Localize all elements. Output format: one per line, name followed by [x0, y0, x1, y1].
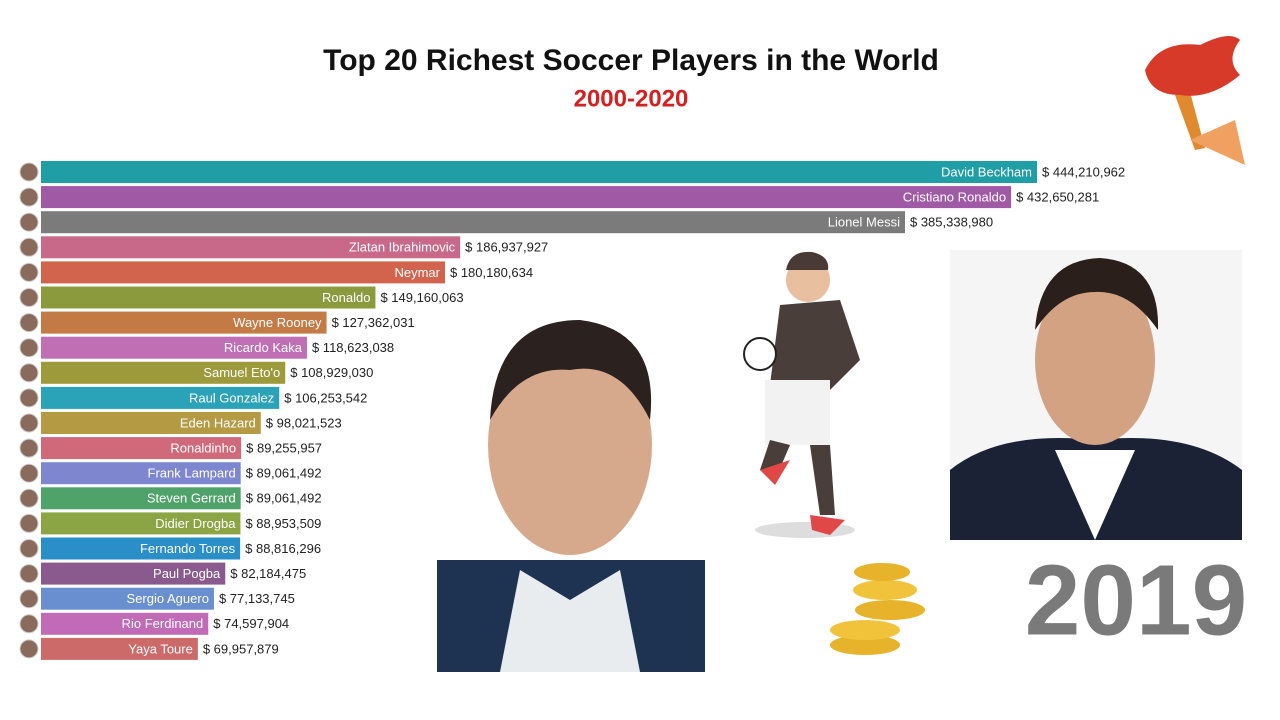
player-avatar — [19, 162, 39, 182]
value-label: $ 88,953,509 — [245, 516, 321, 531]
value-label: $ 74,597,904 — [213, 616, 289, 631]
value-label: $ 385,338,980 — [910, 215, 993, 230]
bar-name-label: Didier Drogba — [155, 516, 236, 531]
bar-name-label: Neymar — [394, 265, 440, 280]
bar — [41, 562, 226, 585]
value-label: $ 82,184,475 — [230, 566, 306, 581]
bar-name-label: Yaya Toure — [128, 641, 193, 656]
bar-name-label: Eden Hazard — [180, 415, 256, 430]
player-avatar — [19, 237, 39, 257]
value-label: $ 186,937,927 — [465, 240, 548, 255]
value-label: $ 89,255,957 — [246, 441, 322, 456]
player-avatar — [19, 438, 39, 458]
chart-title: Top 20 Richest Soccer Players in the Wor… — [323, 44, 939, 77]
value-label: $ 69,957,879 — [203, 641, 279, 656]
bar-name-label: Samuel Eto'o — [203, 365, 280, 380]
value-label: $ 77,133,745 — [219, 591, 295, 606]
coins-icon — [830, 563, 925, 655]
player-avatar — [19, 262, 39, 282]
player-avatar — [19, 338, 39, 358]
bar — [41, 286, 376, 309]
bar — [41, 186, 1012, 209]
bar-name-label: Frank Lampard — [148, 466, 236, 481]
player-avatar — [19, 589, 39, 609]
player-avatar — [19, 614, 39, 634]
bar — [41, 537, 241, 560]
bar — [41, 512, 241, 535]
bar-name-label: Fernando Torres — [140, 541, 236, 556]
value-label: $ 444,210,962 — [1042, 164, 1125, 179]
bar-name-label: David Beckham — [941, 164, 1032, 179]
value-label: $ 106,253,542 — [284, 390, 367, 405]
player-illustration — [743, 251, 860, 538]
bar-name-label: Ronaldinho — [170, 441, 236, 456]
bar — [41, 487, 241, 510]
value-label: $ 432,650,281 — [1016, 190, 1099, 205]
bar-name-label: Steven Gerrard — [147, 491, 236, 506]
player-avatar — [19, 488, 39, 508]
value-label: $ 98,021,523 — [266, 415, 342, 430]
player-avatar — [19, 564, 39, 584]
bar — [41, 412, 261, 434]
bar-name-label: Ricardo Kaka — [224, 340, 303, 355]
bar-name-label: Cristiano Ronaldo — [903, 190, 1006, 205]
player-avatar — [19, 388, 39, 408]
bar-name-label: Rio Ferdinand — [122, 616, 204, 631]
player-avatar — [19, 639, 39, 659]
bar — [41, 261, 445, 284]
player-avatar — [19, 539, 39, 558]
bar — [41, 361, 286, 384]
period-label: 2019 — [1025, 544, 1247, 656]
value-label: $ 108,929,030 — [290, 365, 373, 380]
bar — [41, 211, 905, 234]
bar — [41, 462, 241, 485]
bar — [41, 612, 209, 635]
bar-name-label: Ronaldo — [322, 290, 370, 305]
bar-name-label: Raul Gonzalez — [189, 390, 274, 405]
player-avatar — [19, 313, 39, 333]
beckham-photo — [950, 250, 1242, 540]
player-avatar — [19, 363, 39, 383]
bar-name-label: Paul Pogba — [153, 566, 221, 581]
bar — [41, 311, 327, 334]
value-label: $ 180,180,634 — [450, 265, 533, 280]
bar-name-label: Wayne Rooney — [233, 315, 322, 330]
bar — [41, 386, 280, 409]
value-label: $ 89,061,492 — [246, 466, 322, 481]
player-avatar — [19, 413, 39, 433]
torch-icon — [1145, 36, 1245, 165]
bar — [41, 161, 1037, 183]
chart-subtitle: 2000-2020 — [574, 85, 689, 112]
value-label: $ 127,362,031 — [332, 315, 415, 330]
value-label: $ 89,061,492 — [246, 491, 322, 506]
bar-name-label: Lionel Messi — [828, 215, 900, 230]
value-label: $ 149,160,063 — [380, 290, 463, 305]
bar — [41, 437, 242, 460]
player-avatar — [19, 187, 39, 207]
ronaldo-photo — [437, 320, 705, 672]
bar-name-label: Zlatan Ibrahimovic — [349, 240, 456, 255]
bar — [41, 236, 461, 259]
value-label: $ 118,623,038 — [312, 340, 394, 355]
player-avatar — [19, 463, 39, 483]
value-label: $ 88,816,296 — [245, 541, 321, 556]
player-avatar — [19, 212, 39, 232]
player-avatar — [19, 288, 39, 307]
bar — [41, 637, 198, 660]
player-avatar — [19, 513, 39, 533]
bar-name-label: Sergio Aguero — [127, 591, 209, 606]
bar — [41, 336, 307, 359]
bar — [41, 587, 214, 610]
